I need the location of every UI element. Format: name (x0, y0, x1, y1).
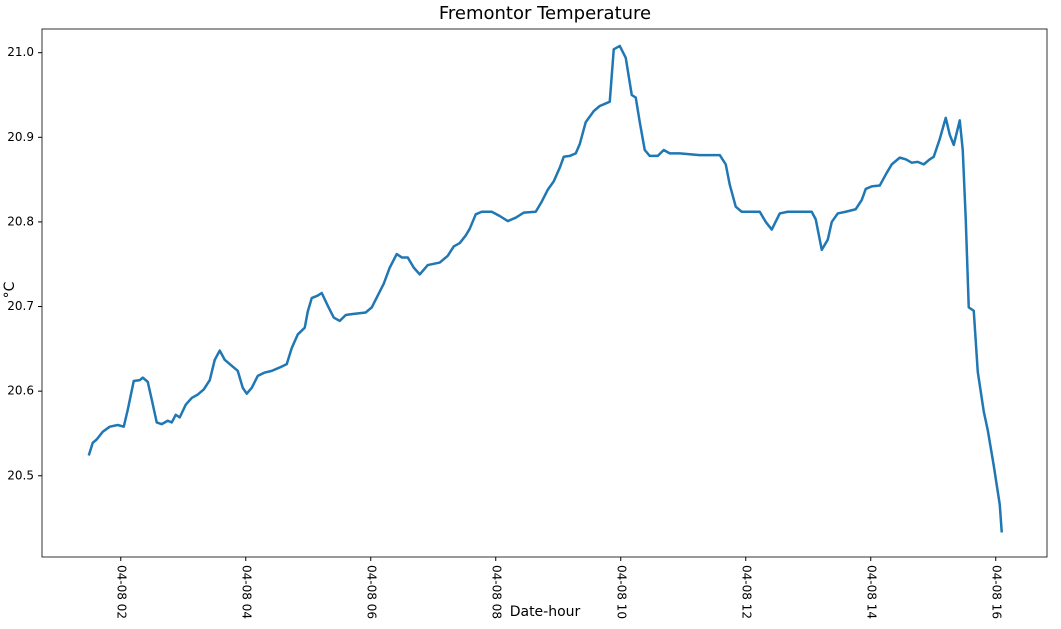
y-tick-label: 21.0 (7, 45, 34, 59)
x-axis-label: Date-hour (510, 604, 581, 620)
y-tick-label: 20.7 (7, 299, 34, 313)
y-tick-label: 20.5 (7, 468, 34, 482)
x-tick-label: 04-08 08 (489, 565, 503, 619)
chart-title: Fremontor Temperature (439, 3, 651, 24)
x-tick-label: 04-08 06 (364, 565, 378, 619)
x-tick-label: 04-08 02 (114, 565, 128, 619)
x-tick-label: 04-08 10 (614, 565, 628, 619)
y-tick-label: 20.9 (7, 130, 34, 144)
x-tick-label: 04-08 04 (239, 565, 253, 619)
x-tick-label: 04-08 14 (864, 565, 878, 619)
x-tick-label: 04-08 12 (739, 565, 753, 619)
y-tick-label: 20.8 (7, 214, 34, 228)
y-tick-label: 20.6 (7, 384, 34, 398)
x-tick-label: 04-08 16 (989, 565, 1003, 619)
y-axis-label: °C (2, 281, 18, 298)
plot-frame (41, 28, 1048, 558)
line (87, 44, 1003, 533)
